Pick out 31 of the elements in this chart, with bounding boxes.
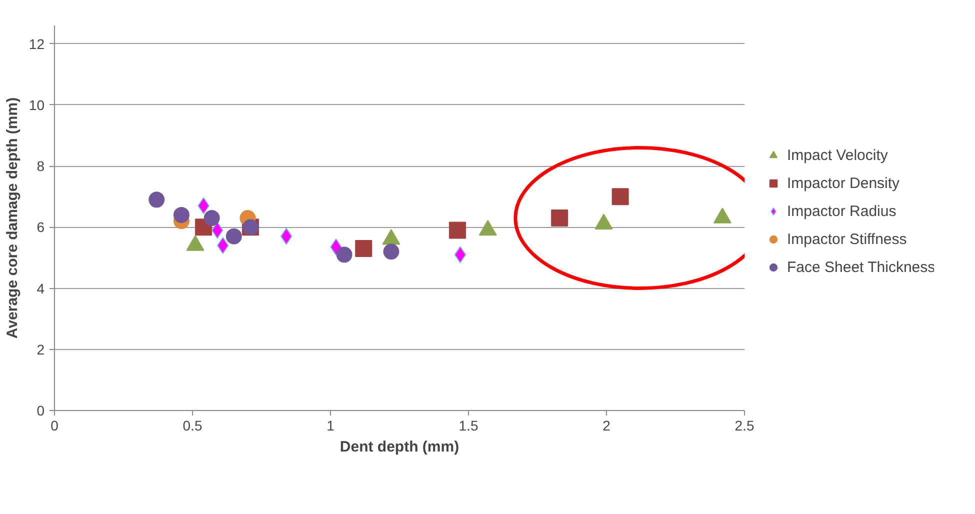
x-tick-label: 1.5: [458, 418, 478, 434]
point: [336, 246, 352, 263]
point: [204, 210, 220, 226]
x-tick-label: 2.5: [734, 418, 754, 434]
point: [173, 206, 190, 223]
point: [217, 237, 229, 254]
y-tick-label: 0: [36, 402, 45, 418]
y-tick-label: 2: [36, 341, 45, 358]
point: [383, 244, 400, 260]
x-tick-label: 0: [50, 418, 59, 434]
y-tick-label: 4: [36, 280, 45, 296]
x-tick-label: 2: [602, 418, 611, 434]
point: [454, 246, 466, 264]
y-tick-label: 12: [28, 36, 45, 52]
point: [148, 192, 165, 208]
y-axis-title: Average core damage depth (mm): [4, 97, 21, 339]
point: [612, 188, 629, 206]
point: [551, 210, 568, 226]
y-tick-label: 10: [28, 96, 45, 113]
x-axis-title: Dent depth (mm): [340, 438, 460, 456]
x-tick-label: 0.5: [182, 418, 202, 434]
point: [226, 228, 242, 244]
y-tick-label: 6: [36, 219, 45, 236]
y-tick-label: 8: [36, 158, 45, 174]
legend-label: Impactor Density: [787, 174, 900, 192]
legend-label: Impact Velocity: [787, 146, 888, 164]
point: [448, 222, 466, 239]
legend-label: Impactor Stiffness: [787, 230, 907, 248]
x-tick-label: 1: [326, 418, 335, 434]
point: [355, 240, 372, 258]
legend-label: Impactor Radius: [787, 202, 896, 220]
